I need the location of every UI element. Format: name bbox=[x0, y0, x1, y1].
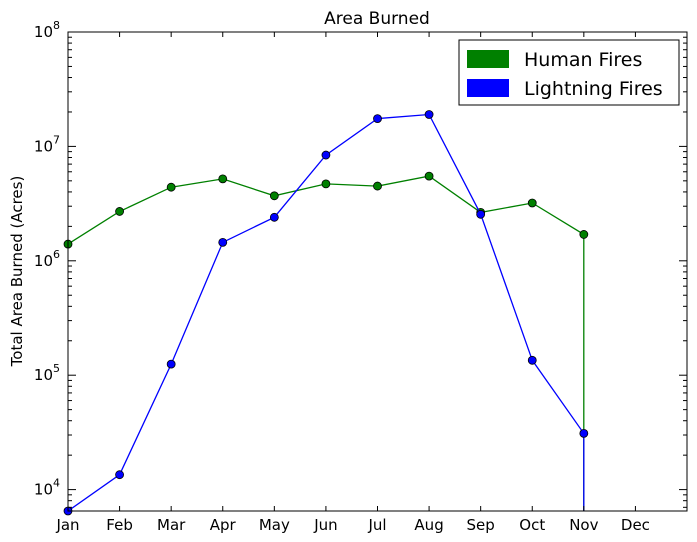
y-tick-label: 104 bbox=[34, 477, 60, 499]
y-tick-label: 105 bbox=[34, 362, 60, 384]
y-axis-label: Total Area Burned (Acres) bbox=[8, 176, 26, 368]
data-point bbox=[476, 209, 486, 219]
data-point bbox=[373, 114, 382, 123]
plot-area bbox=[63, 110, 589, 516]
x-tick-label: Apr bbox=[210, 516, 237, 534]
data-point bbox=[218, 237, 228, 247]
x-tick-label: Aug bbox=[414, 516, 443, 534]
data-point bbox=[115, 207, 124, 216]
data-point bbox=[373, 181, 382, 191]
x-tick-label: Dec bbox=[621, 516, 650, 534]
chart-title: Area Burned bbox=[324, 9, 430, 29]
x-tick-label: Feb bbox=[106, 516, 133, 534]
data-point bbox=[166, 182, 176, 192]
x-tick-label: Jul bbox=[367, 516, 386, 534]
data-point bbox=[527, 198, 537, 208]
legend-label: Human Fires bbox=[524, 49, 642, 71]
data-point bbox=[321, 150, 331, 160]
series-line bbox=[67, 175, 585, 511]
y-tick-label: 108 bbox=[34, 19, 60, 41]
series-line bbox=[67, 113, 585, 512]
axes: Jan Feb Mar Apr May Jun Jul Aug Sep Oct Nov Dec 104 1… bbox=[34, 19, 687, 534]
x-tick-label: Oct bbox=[519, 516, 545, 534]
x-tick-label: Sep bbox=[467, 516, 495, 534]
data-point bbox=[166, 359, 176, 369]
x-tick-label: Jan bbox=[55, 516, 79, 534]
data-point bbox=[579, 230, 589, 239]
data-point bbox=[424, 110, 434, 119]
x-tick-label: Nov bbox=[569, 516, 598, 534]
legend-swatch bbox=[467, 50, 509, 68]
x-tick-label: May bbox=[259, 516, 290, 534]
legend: Human Fires Lightning Fires bbox=[458, 39, 680, 106]
data-point bbox=[424, 171, 434, 181]
data-point bbox=[321, 179, 331, 189]
data-point bbox=[527, 355, 537, 365]
y-tick-label: 106 bbox=[34, 248, 60, 270]
data-point bbox=[218, 174, 228, 184]
data-point bbox=[269, 191, 279, 201]
legend-label: Lightning Fires bbox=[524, 78, 663, 100]
data-point bbox=[269, 212, 279, 222]
y-tick-label: 107 bbox=[34, 133, 60, 155]
x-tick-label: Mar bbox=[157, 516, 186, 534]
data-point bbox=[579, 428, 589, 438]
data-point bbox=[115, 470, 124, 480]
legend-swatch bbox=[467, 79, 509, 97]
x-tick-label: Jun bbox=[313, 516, 337, 534]
